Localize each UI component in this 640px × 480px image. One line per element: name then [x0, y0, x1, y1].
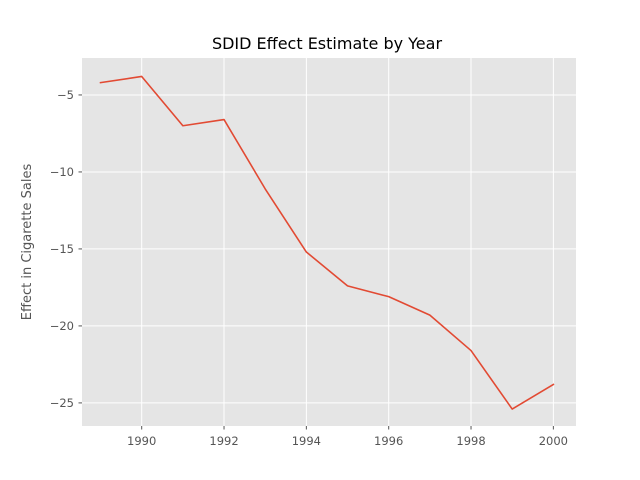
series-line — [99, 75, 555, 410]
y-axis-label: Effect in Cigarette Sales — [20, 164, 35, 321]
x-axis-ticks: 1990 1992 1994 1996 1998 2000 — [127, 426, 568, 448]
y-tick-label: −15 — [50, 242, 74, 256]
y-tick-label: −20 — [50, 319, 74, 333]
y-axis-ticks: −5 −10 −15 −20 −25 — [50, 88, 82, 410]
y-tick-label: −25 — [50, 396, 74, 410]
x-tick-label: 1998 — [456, 434, 485, 448]
x-tick-label: 1992 — [209, 434, 238, 448]
y-tick-label: −10 — [50, 165, 74, 179]
x-tick-label: 1994 — [292, 434, 321, 448]
y-tick-label: −5 — [57, 88, 74, 102]
x-tick-label: 1996 — [374, 434, 403, 448]
series-layer — [99, 75, 555, 410]
x-tick-label: 1990 — [127, 434, 156, 448]
x-tick-label: 2000 — [539, 434, 568, 448]
chart-title: SDID Effect Estimate by Year — [212, 34, 443, 53]
plot-background — [82, 58, 576, 426]
